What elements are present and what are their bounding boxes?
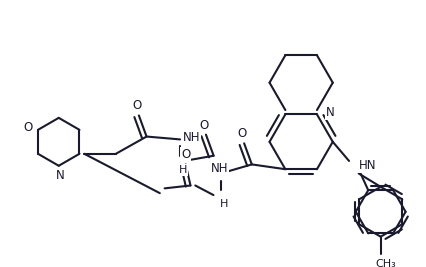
Text: N: N: [326, 106, 335, 119]
Text: N: N: [56, 169, 65, 182]
Text: NH: NH: [183, 131, 200, 144]
Text: O: O: [132, 99, 141, 112]
Text: H: H: [179, 165, 187, 175]
Text: CH₃: CH₃: [375, 258, 396, 267]
Text: O: O: [181, 148, 190, 161]
Text: O: O: [199, 119, 209, 132]
Text: O: O: [238, 127, 247, 140]
Text: O: O: [24, 121, 33, 134]
Text: HN: HN: [359, 159, 376, 172]
Text: NH: NH: [210, 162, 228, 175]
Text: H: H: [220, 199, 228, 209]
